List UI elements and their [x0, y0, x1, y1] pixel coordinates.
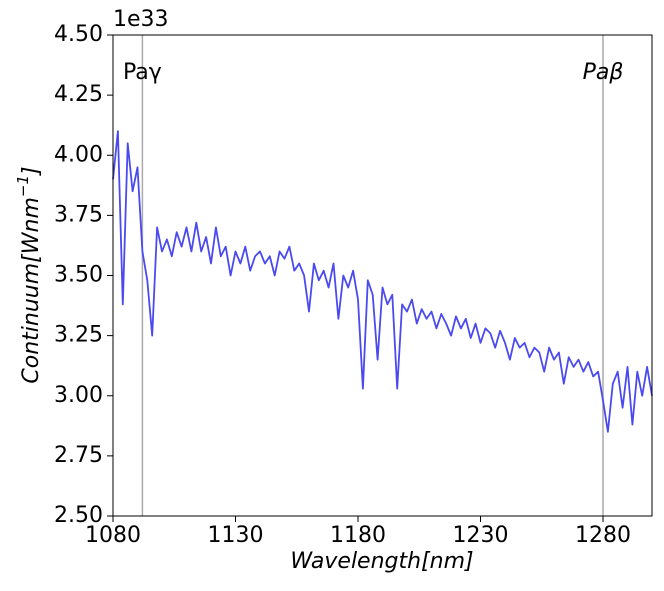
x-tick-label: 1280: [575, 523, 631, 548]
y-tick-label: 3.00: [54, 383, 103, 408]
x-tick-label: 1180: [330, 523, 386, 548]
offset-text: 1e33: [113, 7, 169, 32]
y-tick-label: 4.25: [54, 82, 103, 107]
annotation-label: Paγ: [123, 60, 162, 85]
x-axis-label: Wavelength[nm]: [290, 549, 473, 574]
y-tick-label: 4.50: [54, 22, 103, 47]
spectrum-line: [112, 130, 653, 433]
x-tick-label: 1130: [208, 523, 264, 548]
y-tick-label: 2.75: [54, 443, 103, 468]
y-tick-label: 2.50: [54, 503, 103, 528]
x-tick-label: 1230: [453, 523, 509, 548]
y-tick-label: 4.00: [54, 142, 103, 167]
plot-frame: [112, 34, 653, 517]
y-tick-label: 3.25: [54, 323, 103, 348]
x-tick-label: 1080: [85, 523, 141, 548]
y-tick-label: 3.75: [54, 202, 103, 227]
y-axis-label: Continuum[Wnm−1]: [14, 166, 45, 383]
annotation-label: Paβ: [583, 60, 624, 85]
y-tick-label: 3.50: [54, 263, 103, 288]
